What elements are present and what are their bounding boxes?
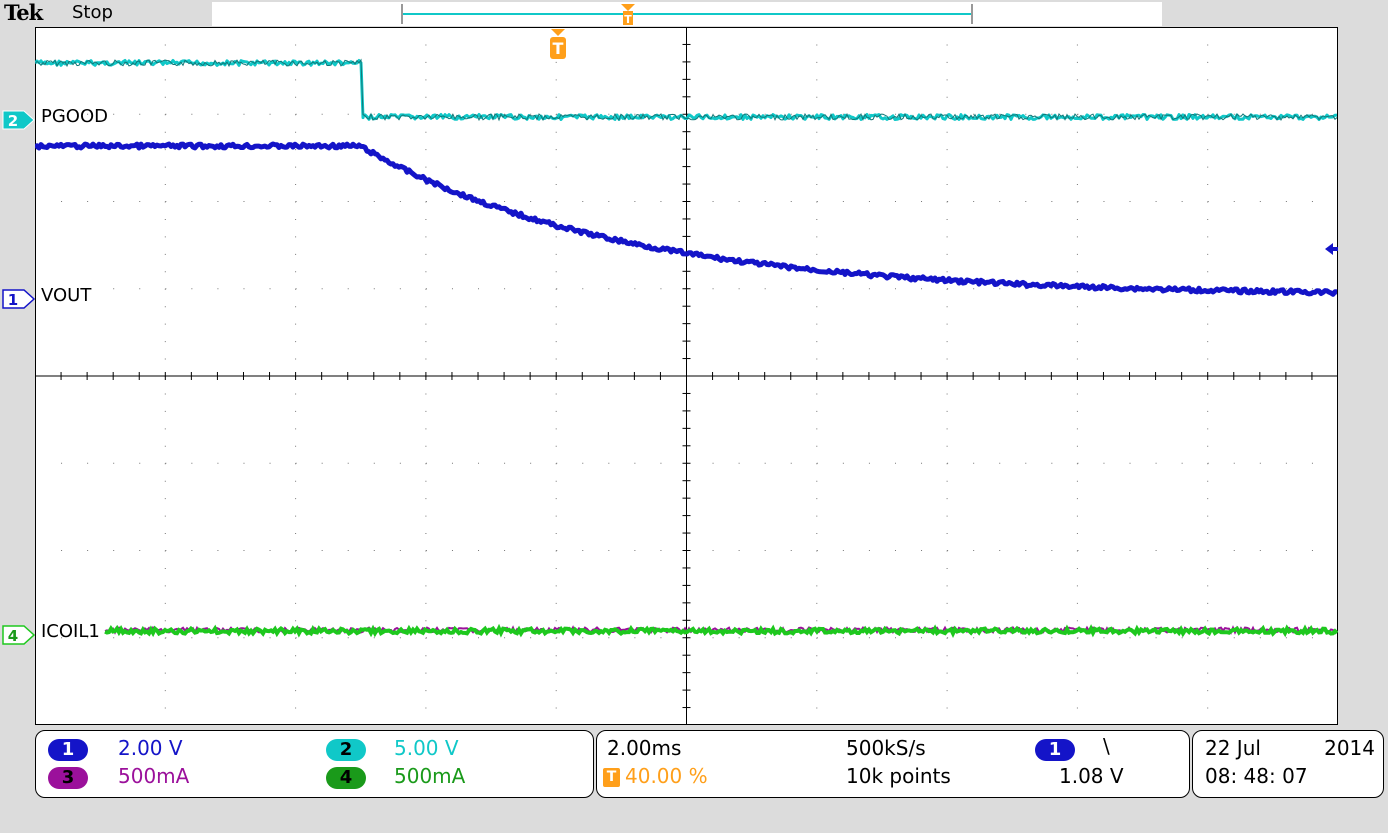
brand-logo: Tek: [4, 0, 43, 25]
horizontal-trigger-panel[interactable]: 2.00ms T 40.00 % 500kS/s 10k points 1 \ …: [596, 730, 1190, 798]
graticule-frame: [35, 27, 1338, 725]
ch4-badge[interactable]: 4: [326, 767, 366, 789]
ch1-label: VOUT: [41, 285, 92, 306]
ch2-ground-marker[interactable]: 2: [2, 109, 36, 131]
date-day-month: 22 Jul: [1205, 736, 1261, 760]
trigger-position-icon: T: [621, 4, 635, 26]
ch2-label: PGOOD: [41, 106, 108, 127]
trigger-level-arrow-icon: [1325, 243, 1338, 255]
graticule-grid: [34, 26, 1339, 726]
svg-text:2: 2: [8, 112, 18, 130]
timebase: 2.00ms: [607, 736, 682, 760]
date-year: 2014: [1324, 736, 1375, 760]
ch4-ground-marker[interactable]: 4: [2, 624, 36, 646]
trigger-position: 40.00 %: [625, 764, 708, 788]
waveform-display[interactable]: T: [33, 26, 1339, 726]
record-view-bar[interactable]: T: [212, 2, 1162, 26]
ch1-scale: 2.00 V: [118, 736, 183, 760]
record-length: 10k points: [846, 764, 951, 788]
trigger-source-badge[interactable]: 1: [1035, 739, 1075, 761]
ch4-label: ICOIL1: [41, 621, 100, 642]
ch1-ground-marker[interactable]: 1: [2, 288, 36, 310]
ch4-icoil1-trace: [104, 623, 1339, 639]
ch4-marker-icon: 4: [2, 625, 36, 645]
ch1-badge[interactable]: 1: [48, 739, 88, 761]
trigger-marker-label: T: [553, 39, 564, 58]
trigger-position-badge-icon: T: [603, 768, 620, 787]
ch2-badge[interactable]: 2: [326, 739, 366, 761]
time: 08: 48: 07: [1205, 764, 1308, 788]
trigger-slope-icon: \: [1103, 734, 1110, 758]
ch2-pgood-trace-shade: [34, 58, 1338, 122]
waveform-graticule: T: [33, 26, 1339, 726]
trigger-level: 1.08 V: [1059, 764, 1124, 788]
svg-text:T: T: [624, 13, 632, 26]
ch2-marker-icon: 2: [2, 110, 35, 130]
sample-rate: 500kS/s: [846, 736, 926, 760]
svg-text:4: 4: [8, 627, 18, 645]
ch3-badge[interactable]: 3: [48, 767, 88, 789]
svg-text:1: 1: [8, 291, 18, 309]
ch1-vout-trace: [33, 141, 1338, 297]
ch4-scale: 500mA: [394, 764, 466, 788]
trigger-marker-icon: T: [550, 29, 566, 59]
ch1-marker-icon: 1: [2, 289, 36, 309]
acquisition-state: Stop: [72, 2, 113, 23]
ch3-scale: 500mA: [118, 764, 190, 788]
datetime-panel: 22 Jul 2014 08: 48: 07: [1192, 730, 1384, 798]
ch2-scale: 5.00 V: [394, 736, 459, 760]
record-view-indicator: T: [401, 4, 973, 26]
vertical-settings-panel[interactable]: 1 2.00 V 2 5.00 V 3 500mA 4 500mA: [35, 730, 594, 798]
